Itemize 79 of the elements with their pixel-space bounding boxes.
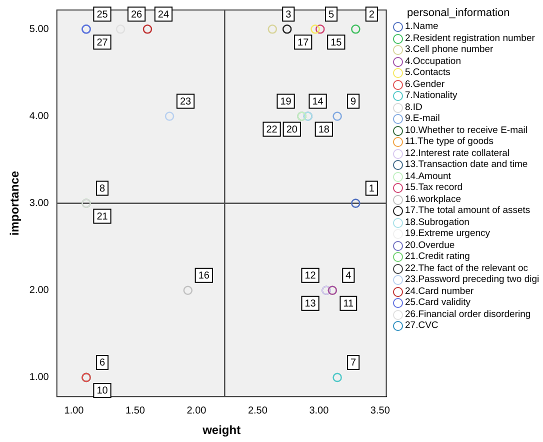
annotation: 27 bbox=[96, 37, 108, 48]
y-tick-label: 2.00 bbox=[29, 285, 50, 296]
legend-label: 21.Credit rating bbox=[405, 251, 470, 262]
legend-label: 20.Overdue bbox=[405, 240, 455, 250]
legend-label: 6.Gender bbox=[405, 78, 445, 90]
legend-label: 27.CVC bbox=[405, 320, 438, 331]
annotation: 1 bbox=[368, 184, 375, 195]
annotation: 26 bbox=[130, 9, 143, 20]
legend-label: 15.Tax record bbox=[405, 182, 463, 193]
annotation: 17 bbox=[298, 37, 310, 48]
y-axis-title: importance bbox=[8, 170, 22, 236]
legend-label: 12.Interest rate collateral bbox=[405, 148, 510, 158]
annotation: 13 bbox=[304, 298, 316, 310]
annotation: 25 bbox=[96, 9, 108, 20]
legend-label: 11.The type of goods bbox=[405, 136, 494, 147]
point bbox=[183, 286, 193, 296]
x-tick-label: 2.00 bbox=[186, 405, 207, 416]
legend-label: 19.Extreme urgency bbox=[405, 228, 490, 239]
x-tick-label: 1.50 bbox=[126, 405, 146, 416]
x-axis-title: weight bbox=[202, 423, 241, 438]
annotation: 5 bbox=[328, 9, 334, 20]
annotation: 6 bbox=[99, 358, 106, 369]
annotation: 24 bbox=[158, 9, 170, 20]
annotation: 23 bbox=[180, 96, 192, 108]
legend-label: 5.Contacts bbox=[405, 67, 450, 78]
annotation: 16 bbox=[198, 270, 210, 282]
x-tick-label: 1.00 bbox=[64, 405, 84, 416]
x-tick-label: 3.50 bbox=[370, 405, 390, 416]
y-tick-label: 4.00 bbox=[29, 110, 50, 122]
annotation: 4 bbox=[346, 270, 352, 282]
point bbox=[142, 24, 152, 34]
annotation: 20 bbox=[286, 124, 298, 136]
annotation: 10 bbox=[96, 386, 108, 397]
point bbox=[268, 24, 278, 34]
legend-label: 16.workplace bbox=[405, 194, 461, 204]
y-tick-label: 5.00 bbox=[29, 24, 50, 35]
point bbox=[332, 112, 342, 121]
annotation: 19 bbox=[280, 96, 292, 108]
legend-label: 10.Whether to receive E-mail bbox=[405, 124, 528, 136]
legend-label: 25.Card validity bbox=[405, 297, 470, 308]
annotation: 7 bbox=[350, 358, 357, 369]
legend-label: 2.Resident registration number bbox=[405, 32, 535, 44]
y-tick-label: 1.00 bbox=[29, 372, 50, 384]
x-tick-label: 2.50 bbox=[248, 405, 268, 416]
annotation: 8 bbox=[99, 184, 106, 195]
point bbox=[351, 198, 360, 208]
legend-label: 1.Name bbox=[405, 21, 438, 32]
annotation: 21 bbox=[96, 212, 108, 223]
point bbox=[332, 372, 342, 382]
point bbox=[310, 24, 320, 34]
legend-label: 17.The total amount of assets bbox=[405, 205, 530, 216]
annotation: 9 bbox=[350, 96, 357, 108]
x-tick-label: 3.00 bbox=[309, 405, 330, 416]
annotation: 3 bbox=[286, 9, 292, 20]
legend-label: 3.Cell phone number bbox=[405, 44, 494, 55]
point bbox=[282, 24, 292, 34]
legend-label: 4.Occupation bbox=[405, 56, 461, 66]
point bbox=[351, 24, 360, 34]
annotation: 2 bbox=[368, 9, 375, 20]
legend-label: 22.The fact of the relevant oc bbox=[405, 262, 528, 274]
legend-label: 23.Password preceding two digi bbox=[405, 274, 540, 285]
legend-label: 14.Amount bbox=[405, 170, 451, 182]
point bbox=[316, 24, 325, 34]
annotation: 15 bbox=[330, 37, 342, 48]
legend-title: personal_information bbox=[407, 7, 511, 19]
legend-label: 9.E-mail bbox=[405, 113, 440, 124]
annotation: 12 bbox=[304, 270, 316, 282]
annotation: 11 bbox=[343, 298, 354, 310]
annotation: 18 bbox=[318, 124, 330, 136]
point bbox=[164, 112, 174, 121]
legend-label: 13.Transaction date and time bbox=[405, 159, 528, 170]
legend-label: 26.Financial order disordering bbox=[405, 308, 531, 320]
annotation: 22 bbox=[266, 124, 278, 136]
legend-label: 8.ID bbox=[405, 102, 422, 112]
legend-label: 18.Subrogation bbox=[405, 216, 470, 228]
annotation: 14 bbox=[312, 96, 324, 108]
legend-label: 7.Nationality bbox=[405, 90, 458, 101]
legend-label: 24.Card number bbox=[405, 286, 474, 296]
y-tick-label: 3.00 bbox=[29, 198, 50, 210]
